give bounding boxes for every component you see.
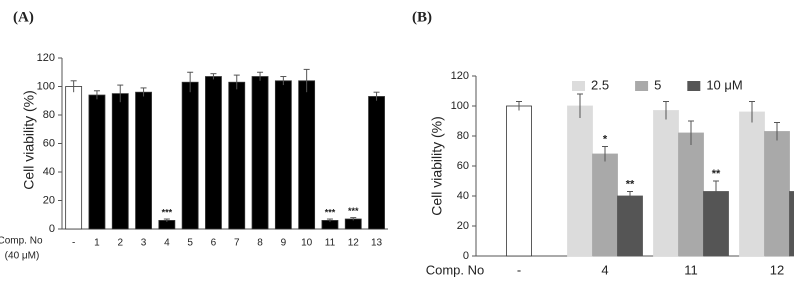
- panel-title: (B): [412, 9, 432, 25]
- significance-label: *: [603, 133, 608, 145]
- legend-label: 10 μM: [706, 77, 742, 92]
- bar: [617, 195, 643, 257]
- x-axis-label: Comp. No: [426, 262, 485, 277]
- y-tick-label: 40: [43, 166, 55, 178]
- y-tick-label: 40: [457, 190, 469, 202]
- bar: [567, 105, 593, 257]
- x-tick-label: 2: [117, 238, 123, 249]
- bar: [739, 111, 765, 257]
- y-axis-label: Cell viability (%): [429, 116, 445, 216]
- x-tick-label: 12: [770, 262, 784, 277]
- y-tick-label: 60: [457, 160, 469, 172]
- x-tick-label: 4: [601, 262, 608, 277]
- y-tick-label: 80: [43, 109, 55, 121]
- x-tick-label: 11: [325, 238, 336, 249]
- bar: [789, 191, 794, 257]
- significance-label: **: [626, 178, 635, 190]
- bar: [678, 132, 704, 257]
- bar: [65, 86, 83, 230]
- significance-label: **: [712, 168, 721, 180]
- x-tick-label: 7: [234, 238, 240, 249]
- significance-label: ***: [162, 207, 173, 217]
- legend-label: 5: [654, 77, 661, 92]
- y-tick-label: 0: [463, 250, 469, 262]
- x-tick-label: 11: [684, 262, 698, 277]
- x-axis-label: Comp. No: [0, 236, 43, 247]
- bar: [205, 76, 222, 230]
- x-tick-label: 13: [371, 238, 383, 249]
- x-tick-label: -: [72, 238, 75, 249]
- bar: [135, 91, 152, 230]
- significance-label: ***: [348, 206, 359, 216]
- legend-swatch: [687, 81, 701, 91]
- y-tick-label: 80: [457, 130, 469, 142]
- x-tick-label: 1: [94, 238, 100, 249]
- bar: [228, 81, 246, 230]
- legend-swatch: [635, 81, 649, 91]
- significance-label: ***: [325, 207, 336, 217]
- x-tick-label: -: [517, 262, 521, 277]
- x-tick-label: 10: [301, 238, 313, 249]
- x-tick-label: 9: [281, 238, 287, 249]
- bar: [298, 80, 316, 230]
- bar: [592, 153, 618, 257]
- bar: [344, 218, 362, 230]
- bar: [181, 81, 199, 230]
- x-axis-label: (40 μM): [5, 251, 40, 262]
- x-tick-label: 5: [187, 238, 193, 249]
- y-tick-label: 100: [451, 100, 469, 112]
- x-tick-label: 3: [141, 238, 147, 249]
- x-tick-label: 8: [257, 238, 263, 249]
- y-tick-label: 20: [43, 194, 55, 206]
- bar: [111, 93, 129, 230]
- bar: [88, 94, 106, 230]
- x-tick-label: 12: [348, 238, 360, 249]
- bar: [653, 110, 679, 257]
- x-tick-label: 6: [211, 238, 217, 249]
- bar: [368, 96, 385, 230]
- legend-label: 2.5: [591, 77, 609, 92]
- bar: [274, 80, 292, 230]
- bar: [764, 131, 790, 257]
- bar: [703, 191, 729, 257]
- y-axis-label: Cell viability (%): [21, 90, 37, 190]
- y-tick-label: 100: [37, 80, 55, 92]
- y-tick-label: 120: [451, 70, 469, 82]
- bar: [506, 105, 532, 257]
- legend-swatch: [572, 81, 585, 91]
- panel-title: (A): [13, 9, 34, 25]
- y-tick-label: 0: [49, 223, 55, 235]
- bar: [251, 76, 269, 230]
- y-tick-label: 20: [457, 220, 469, 232]
- x-tick-label: 4: [164, 238, 170, 249]
- y-tick-label: 120: [37, 52, 55, 64]
- y-tick-label: 60: [43, 137, 55, 149]
